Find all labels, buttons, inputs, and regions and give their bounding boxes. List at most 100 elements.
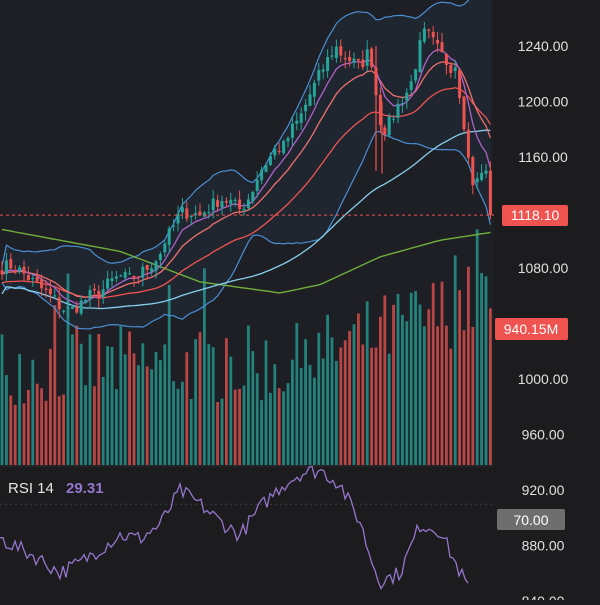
volume-bar — [123, 354, 127, 465]
volume-bar — [154, 351, 158, 465]
candle-body — [255, 179, 259, 192]
volume-bar — [216, 402, 219, 465]
candle-body — [343, 58, 347, 60]
candle-body — [167, 228, 171, 245]
moving-averages — [1, 49, 492, 310]
candle-body — [92, 288, 96, 291]
volume-bar — [137, 365, 140, 465]
candle-body — [132, 275, 136, 279]
volume-tag[interactable]: 940.15M — [495, 318, 568, 340]
volume-bar — [211, 347, 215, 465]
volume-bar — [335, 360, 338, 465]
candle-body — [370, 48, 374, 68]
volume-bar — [326, 314, 329, 465]
volume-bar — [62, 394, 65, 465]
volume-bar — [458, 290, 461, 465]
candle-body — [229, 199, 233, 204]
candle-body — [88, 289, 92, 300]
candle-body — [97, 290, 101, 299]
last-price-tag-bg — [502, 205, 568, 226]
volume-bar — [40, 388, 43, 465]
volume-bar — [79, 343, 83, 465]
rsi-level-tag-bg — [497, 509, 565, 530]
volume-bar — [0, 334, 4, 465]
volume-bar — [467, 266, 470, 465]
candle-body — [57, 297, 61, 310]
volume-bar — [66, 273, 70, 465]
candle-body — [101, 289, 105, 298]
rsi-title: RSI 14 — [8, 480, 54, 497]
volume-bar — [189, 398, 193, 465]
volume-bar — [264, 340, 268, 465]
rsi-level-tag[interactable]: 70.00 — [497, 509, 565, 530]
volume-bar — [242, 385, 246, 465]
candle-body — [158, 254, 162, 260]
volume-bar — [418, 304, 422, 465]
candle-body — [453, 67, 457, 72]
volume-bar — [352, 324, 356, 465]
candle-body — [308, 94, 312, 106]
volume-bar — [409, 292, 413, 465]
candle-body — [150, 268, 154, 272]
volume-bar — [167, 284, 171, 465]
volume-bar — [75, 325, 79, 465]
candle-body — [114, 276, 118, 279]
candle-body — [79, 300, 83, 314]
candle-body — [9, 259, 13, 269]
volume-bar — [414, 291, 417, 465]
candle-body — [189, 215, 193, 217]
volume-bar — [462, 330, 466, 465]
volume-bar — [5, 375, 8, 465]
candle-body — [312, 82, 316, 97]
volume-bar — [343, 340, 347, 465]
volume-bar — [260, 400, 263, 465]
candle-body — [440, 42, 444, 53]
volume-bar — [339, 347, 343, 465]
volume-bar — [308, 364, 312, 465]
volume-bar — [172, 381, 175, 465]
candle-body — [264, 164, 268, 172]
volume-bar — [225, 338, 228, 465]
volume-bar — [317, 332, 321, 465]
candlesticks — [0, 21, 492, 319]
volume-bar — [357, 313, 360, 465]
volume-bar — [387, 353, 391, 465]
price-axis-label: 960.00 — [522, 427, 565, 443]
candle-body — [216, 200, 220, 207]
volume-bar — [453, 255, 457, 465]
volume-bar — [238, 388, 241, 465]
candle-body — [295, 120, 299, 124]
rsi-value: 29.31 — [66, 480, 104, 497]
candle-body — [317, 70, 321, 81]
sma-50-line — [1, 129, 491, 310]
volume-bar — [392, 304, 395, 465]
volume-bar — [348, 330, 351, 465]
candle-body — [409, 81, 413, 90]
volume-bar — [18, 354, 21, 465]
volume-bar — [401, 314, 404, 465]
volume-bar — [233, 389, 237, 465]
candle-body — [238, 199, 242, 210]
volume-bar — [299, 368, 303, 465]
ema-fast-line — [1, 49, 492, 305]
candle-body — [405, 92, 409, 101]
candle-body — [383, 127, 387, 135]
candle-body — [119, 275, 123, 277]
volume-bar — [84, 385, 87, 465]
price-axis[interactable]: 1240.00 1200.00 1160.00 1080.00 1000.00 960.0… — [518, 38, 569, 605]
candle-body — [488, 170, 492, 216]
candle-body — [251, 191, 255, 201]
volume-bar — [150, 369, 153, 465]
volume-bar — [365, 301, 369, 465]
candle-body — [123, 272, 127, 278]
price-axis-label: 840.00 — [522, 593, 565, 600]
volume-bar — [313, 377, 316, 465]
candle-body — [207, 212, 211, 214]
candle-body — [53, 295, 57, 297]
last-price-tag[interactable]: 1118.10 — [502, 205, 568, 226]
volume-label: 940.15M — [504, 321, 558, 337]
volume-bar — [484, 276, 488, 465]
volume-bar — [27, 389, 30, 465]
rsi-pane — [0, 465, 494, 591]
